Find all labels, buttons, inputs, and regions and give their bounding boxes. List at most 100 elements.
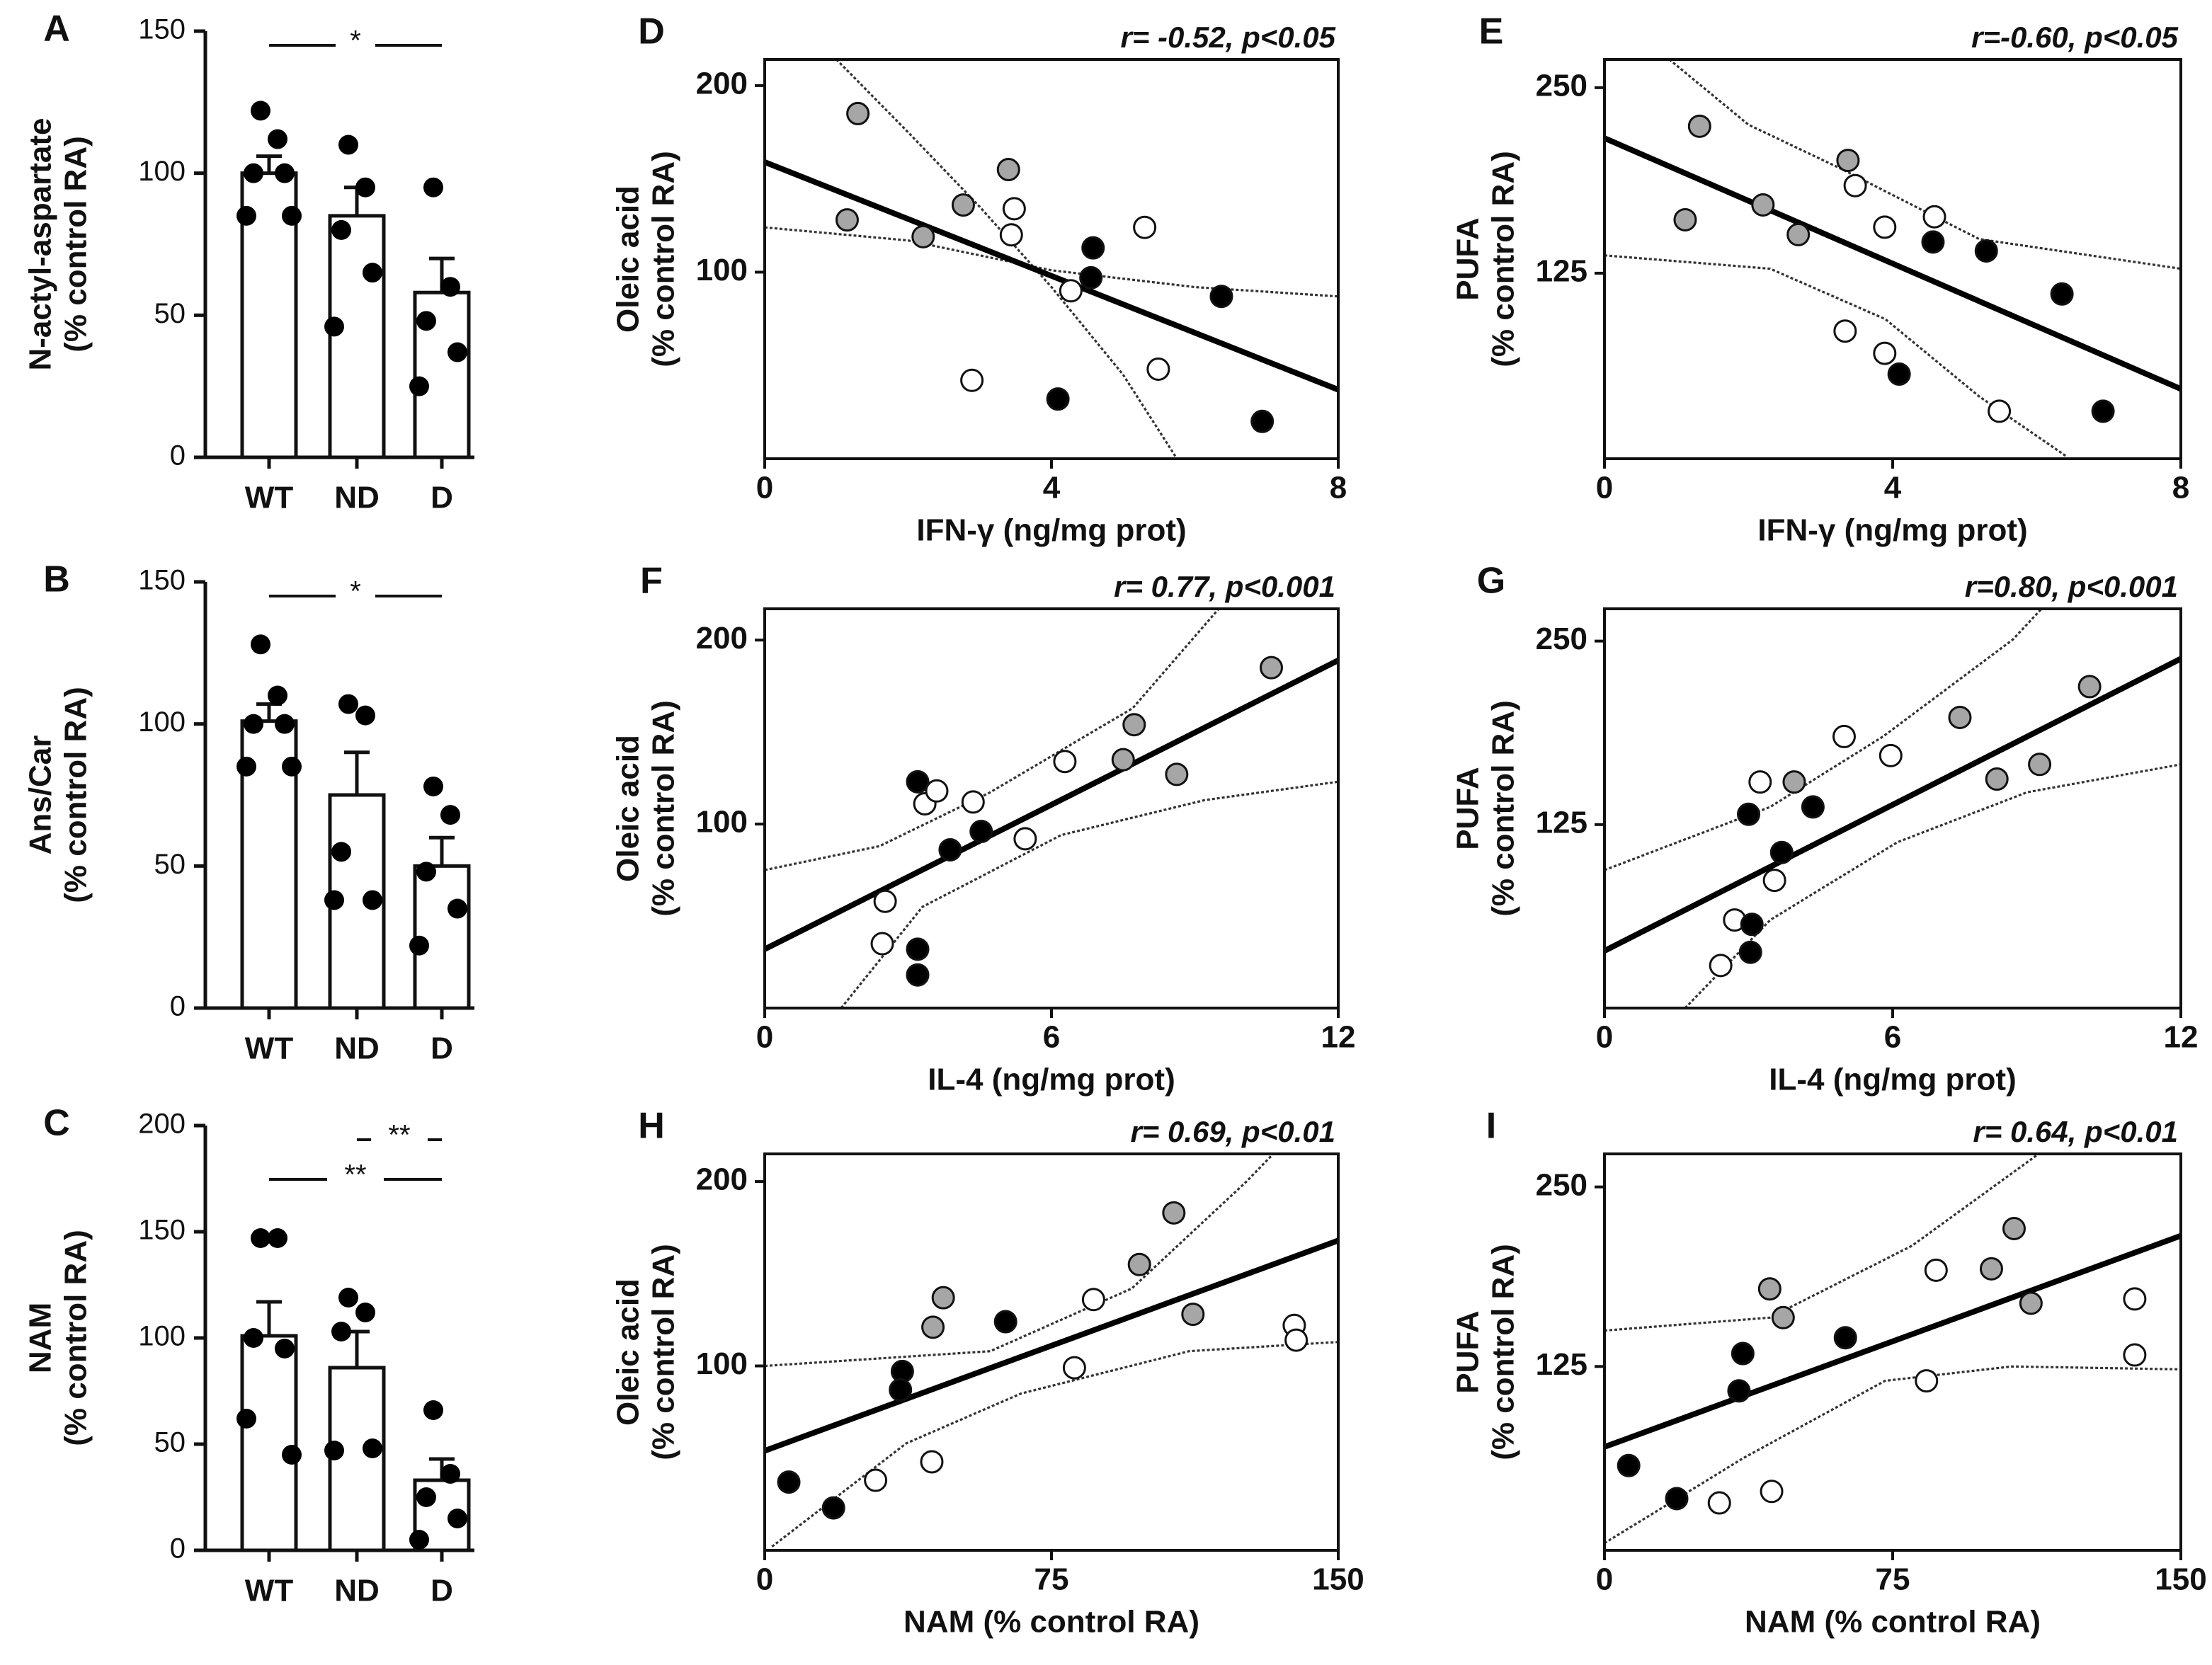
y-tick-label: 0: [170, 991, 186, 1022]
data-point: [2123, 1287, 2147, 1311]
data-point: [870, 932, 894, 956]
y-tick-label: 200: [138, 1109, 186, 1140]
data-point: [1727, 1379, 1751, 1403]
x-tick-label: 6: [1043, 1020, 1060, 1055]
y-axis-label: (% control RA): [646, 1244, 681, 1460]
x-tick-label: 0: [756, 471, 773, 505]
bar: [240, 1334, 298, 1552]
annotation: r=0.80, p<0.001: [1965, 570, 2178, 603]
data-point: [1833, 1326, 1857, 1350]
data-point: [251, 101, 270, 121]
data-point: [1053, 750, 1077, 774]
x-tick-label: 12: [1321, 1020, 1356, 1055]
data-point: [906, 963, 930, 987]
x-tick-label: ND: [334, 1031, 380, 1066]
y-axis-label: (% control RA): [59, 687, 93, 903]
y-axis-label: (% control RA): [59, 136, 93, 353]
data-point: [423, 776, 443, 796]
data-point: [268, 685, 287, 706]
confidence-band: [765, 609, 1220, 871]
confidence-band: [1668, 59, 2181, 270]
data-point: [440, 277, 460, 297]
data-point: [1771, 1305, 1795, 1329]
data-point: [1122, 713, 1146, 737]
confidence-band: [1684, 763, 2181, 1008]
x-tick-label: 75: [1034, 1562, 1069, 1597]
y-axis-label: (% control RA): [1486, 151, 1521, 367]
data-point: [1922, 205, 1946, 229]
data-point: [1165, 762, 1189, 786]
data-point: [864, 1468, 888, 1492]
data-point: [355, 177, 375, 198]
data-point: [423, 1400, 443, 1420]
data-point: [846, 101, 870, 125]
data-point: [1284, 1328, 1309, 1352]
x-tick-label: 12: [2164, 1020, 2199, 1055]
data-point: [1836, 149, 1860, 173]
x-axis-label: IL-4 (ng/mg prot): [1769, 1063, 2017, 1097]
data-point: [1687, 114, 1711, 138]
confidence-band: [1604, 1365, 2181, 1545]
data-point: [2077, 675, 2102, 699]
x-tick-label: ND: [334, 481, 380, 515]
bar-panel: A N-actyl-aspartate (% control RA) 0 50 100 15…: [23, 8, 474, 515]
y-axis-label: Oleic acid: [611, 735, 646, 882]
data-point: [268, 1228, 287, 1248]
y-axis-label: Oleic acid: [611, 1278, 646, 1426]
y-tick-label: 125: [1536, 254, 1587, 289]
data-point: [1979, 1257, 2003, 1281]
data-point: [1737, 802, 1760, 826]
data-point: [1786, 222, 1811, 246]
confidence-band: [1604, 1154, 2040, 1332]
data-point: [440, 1464, 460, 1484]
y-tick-label: 150: [138, 565, 186, 596]
x-tick-label: D: [431, 481, 453, 515]
data-point: [951, 193, 975, 217]
annotation: r=-0.60, p<0.05: [1971, 21, 2179, 54]
plot-frame: [763, 607, 1340, 1009]
y-tick-label: 100: [696, 1346, 748, 1381]
plot-frame: [763, 1152, 1340, 1552]
x-tick-label: D: [431, 1031, 453, 1066]
data-point: [275, 163, 295, 183]
data-point: [1879, 743, 1903, 767]
data-point: [1081, 236, 1105, 260]
data-point: [1873, 215, 1897, 239]
data-point: [1181, 1303, 1205, 1327]
x-tick-label: WT: [245, 1031, 294, 1066]
y-tick-label: 200: [696, 67, 748, 101]
panel-letter: E: [1479, 11, 1504, 52]
data-point: [920, 1450, 944, 1474]
data-point: [906, 769, 930, 794]
data-point: [1740, 912, 1764, 937]
y-axis-label: PUFA: [1451, 217, 1486, 300]
y-axis-label: NAM: [23, 1303, 58, 1373]
confidence-band: [1604, 254, 2067, 457]
x-tick-label: 0: [756, 1562, 773, 1597]
data-point: [2002, 1217, 2026, 1241]
data-point: [355, 1303, 375, 1322]
data-point: [1738, 940, 1762, 964]
data-point: [1707, 1491, 1731, 1515]
significance-label: *: [350, 576, 361, 607]
data-point: [447, 342, 467, 362]
y-tick-label: 250: [1536, 1167, 1587, 1202]
panel-letter: I: [1486, 1106, 1496, 1147]
data-point: [906, 937, 930, 961]
data-point: [889, 1378, 913, 1402]
data-point: [1782, 770, 1806, 794]
data-point: [282, 756, 302, 777]
regression-line: [765, 1237, 1338, 1454]
data-point: [996, 157, 1020, 181]
data-point: [1079, 265, 1103, 290]
x-tick-label: 8: [1330, 471, 1347, 505]
y-axis-label: (% control RA): [1486, 1244, 1521, 1460]
data-point: [931, 1286, 955, 1310]
data-point: [416, 311, 436, 331]
data-point: [1062, 1356, 1086, 1380]
data-point: [1260, 656, 1283, 680]
data-point: [363, 1438, 382, 1458]
x-tick-label: 150: [2155, 1562, 2206, 1597]
